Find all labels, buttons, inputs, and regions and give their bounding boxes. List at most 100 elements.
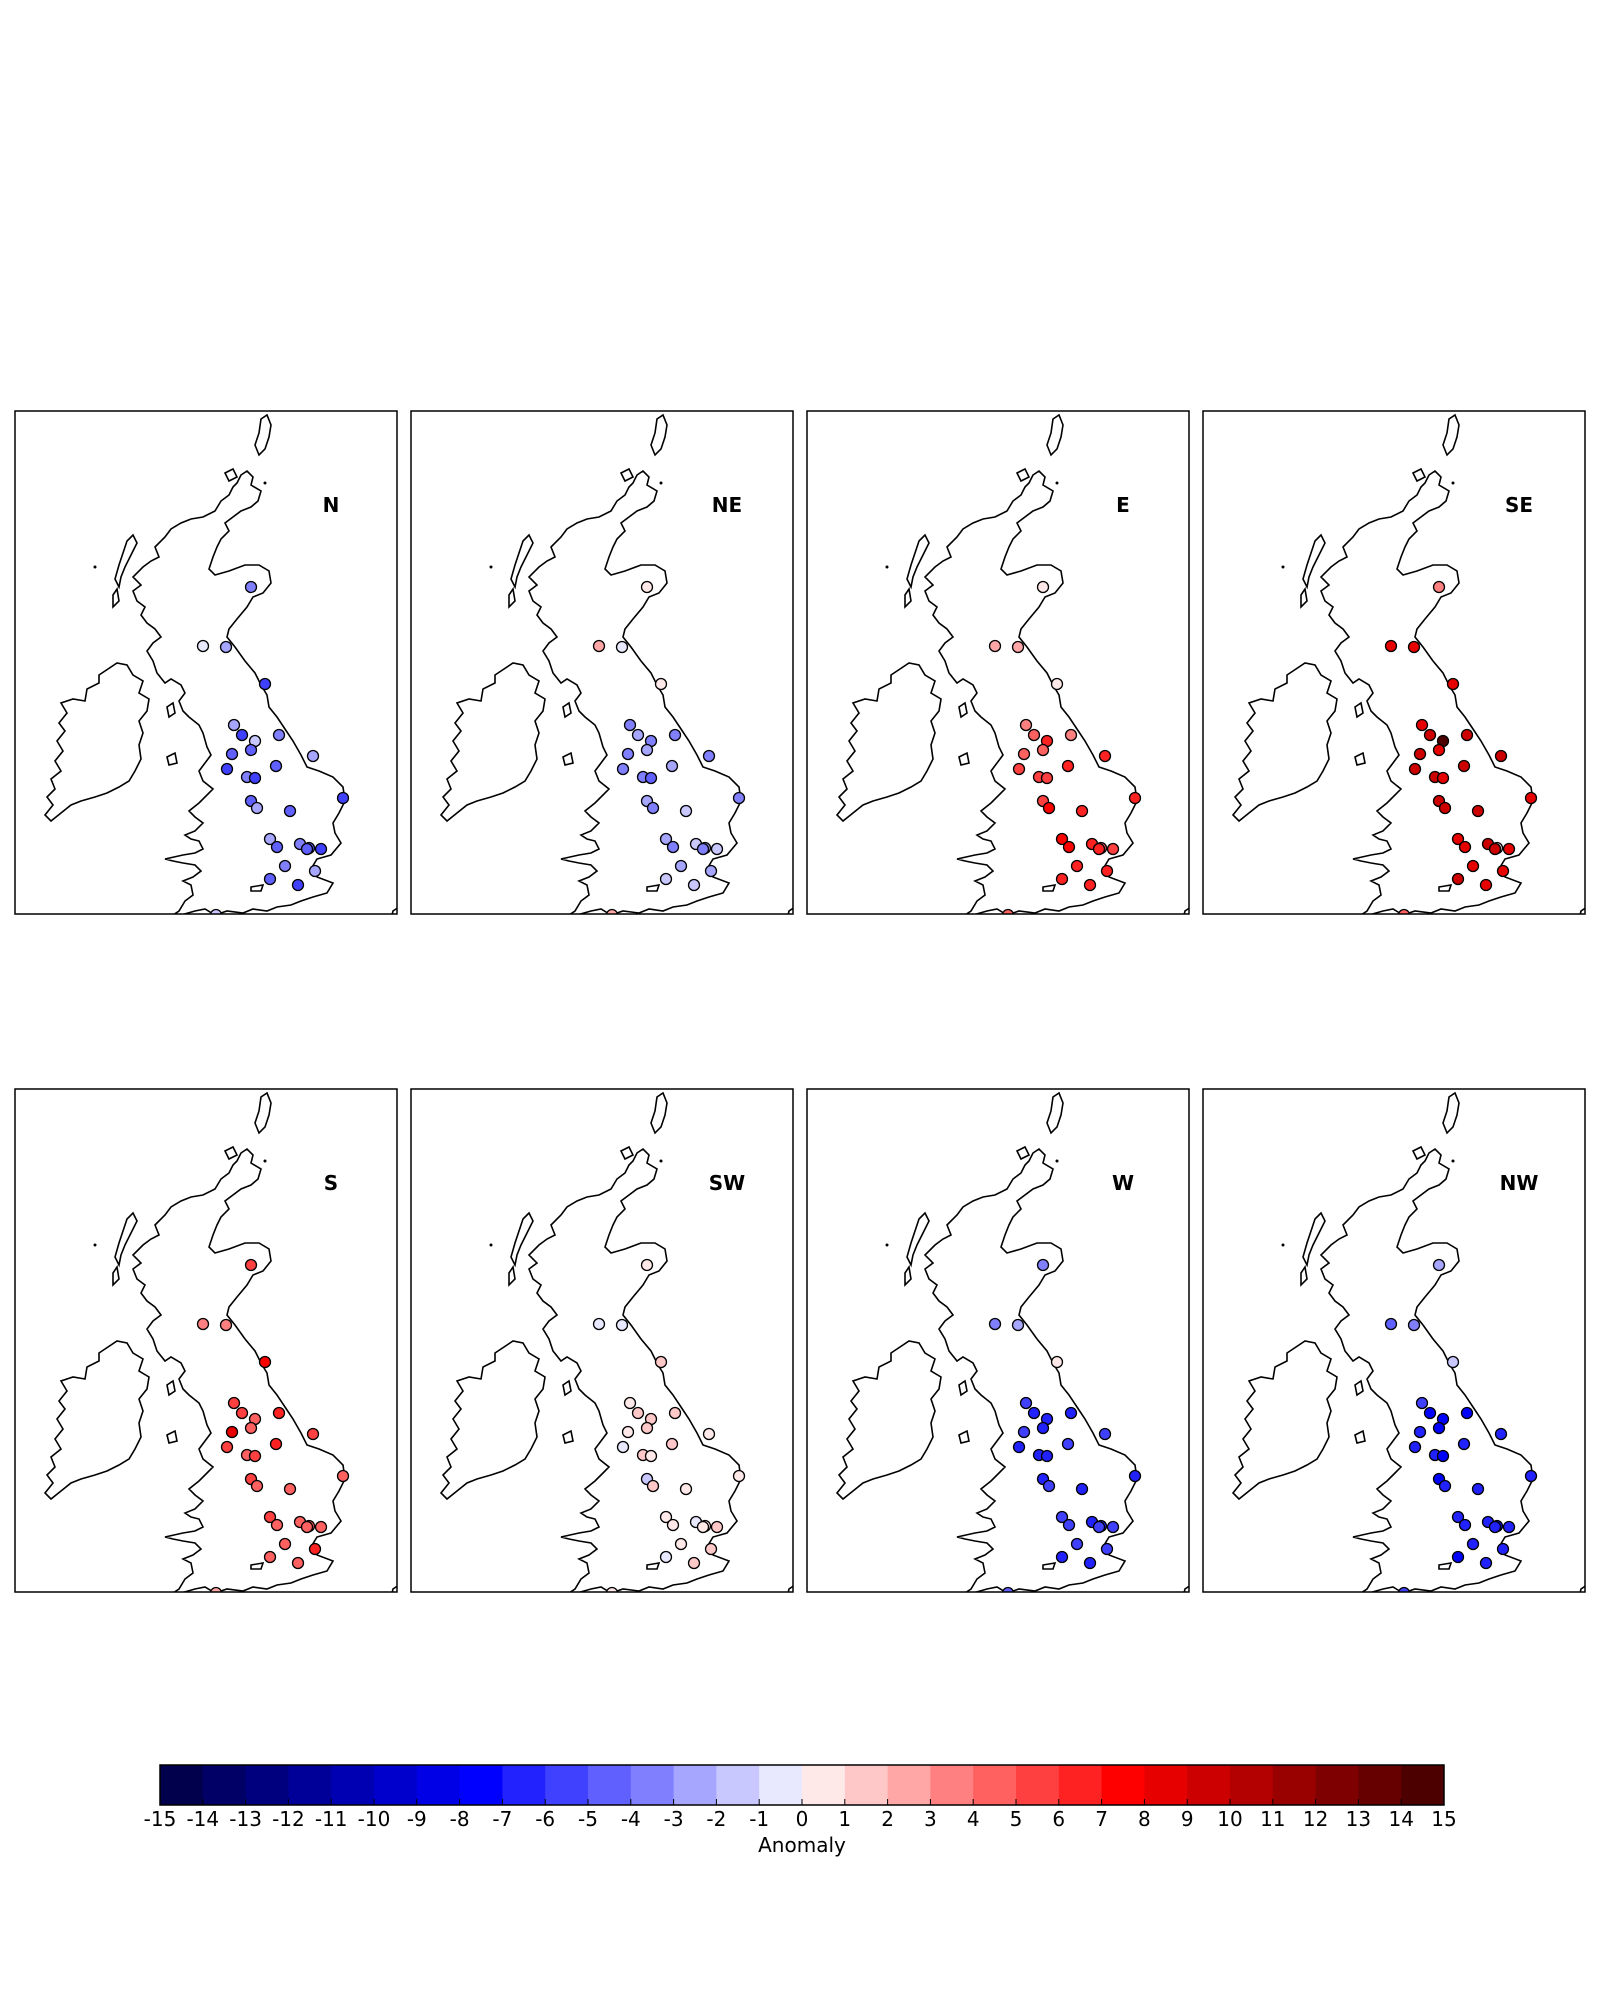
colorbar-tick-label: -5 [578,1807,598,1831]
station-marker [623,1396,637,1410]
colorbar-cell [374,1765,418,1805]
colorbar-cell [973,1765,1017,1805]
station-marker [696,1520,710,1534]
station-marker [270,1518,284,1532]
station-marker [1479,1556,1493,1570]
station-marker [640,580,654,594]
station-marker [1055,1510,1069,1524]
map-panel-s: S [14,1088,398,1593]
station-marker [306,749,320,763]
colorbar-cell [1187,1765,1231,1805]
station-marker [1011,1318,1025,1332]
station-marker [1092,842,1106,856]
station-marker [674,859,688,873]
station-marker [225,1425,239,1439]
station-marker [732,1469,746,1483]
map-panel-nw: NW [1202,1088,1586,1593]
colorbar-tick-label: 1 [838,1807,851,1831]
station-marker [196,1317,210,1331]
station-marker [1055,1550,1069,1564]
station-marker [702,1427,716,1441]
station-marker [679,1482,693,1496]
colorbar-tick-label: 9 [1181,1807,1194,1831]
station-marker [227,718,241,732]
station-marker [1040,1449,1054,1463]
station-marker [314,842,328,856]
station-marker [1524,791,1538,805]
station-marker [640,1258,654,1272]
station-marker [1384,1317,1398,1331]
station-marker [1415,1396,1429,1410]
station-marker [250,1479,264,1493]
station-marker [1036,1421,1050,1435]
colorbar-tick-label: 12 [1303,1807,1328,1831]
station-marker [1012,762,1026,776]
station-marker [1027,1406,1041,1420]
station-marker [1524,1469,1538,1483]
station-marker [1494,1427,1508,1441]
station-marker [640,743,654,757]
colorbar-tick-label: -10 [358,1807,391,1831]
panel-frame [806,410,1190,915]
station-marker [291,1556,305,1570]
station-marker [1075,804,1089,818]
station-marker [336,791,350,805]
station-marker [1083,878,1097,892]
station-marker [1070,859,1084,873]
colorbar-tick-label: -1 [749,1807,769,1831]
station-marker [1011,640,1025,654]
station-marker [1019,1396,1033,1410]
station-marker [704,864,718,878]
station-marker [1415,718,1429,732]
station-marker [1092,1520,1106,1534]
station-marker [1050,1355,1064,1369]
map-panel-e: E [806,410,1190,915]
panel-label: S [324,1171,338,1195]
station-marker [646,1479,660,1493]
station-marker [1471,1482,1485,1496]
colorbar-tick-label: -4 [621,1807,641,1831]
colorbar-tick-label: 7 [1095,1807,1108,1831]
colorbar-cell [545,1765,589,1805]
colorbar-cells [160,1765,1445,1805]
station-marker [250,801,264,815]
station-marker [988,639,1002,653]
station-marker [314,1520,328,1534]
station-marker [220,1440,234,1454]
station-marker [1438,1479,1452,1493]
station-marker [300,842,314,856]
station-marker [1050,677,1064,691]
colorbar-cell [716,1765,760,1805]
colorbar-tick-label: 2 [881,1807,894,1831]
station-marker [644,771,658,785]
station-marker [1027,728,1041,742]
station-marker [308,1542,322,1556]
map-panel-w: W [806,1088,1190,1593]
colorbar-cell [1016,1765,1060,1805]
station-marker [1106,1520,1120,1534]
station-marker [1457,1437,1471,1451]
station-marker [278,859,292,873]
station-marker [272,728,286,742]
station-marker [336,1469,350,1483]
station-marker [291,878,305,892]
coastline [44,1092,397,1592]
panel-frame [14,410,398,915]
colorbar-tick-label: 3 [924,1807,937,1831]
panel-frame [410,410,794,915]
station-marker [283,1482,297,1496]
station-marker [269,1437,283,1451]
station-marker [1466,859,1480,873]
panel-frame [1202,1088,1586,1593]
colorbar-cell [673,1765,717,1805]
coastline [1232,414,1585,914]
station-marker [616,1440,630,1454]
station-marker [1100,864,1114,878]
station-marker [1458,840,1472,854]
station-marker [1446,677,1460,691]
station-marker [209,908,223,914]
colorbar-cell [416,1765,461,1805]
colorbar-cell [588,1765,632,1805]
panel-frame [1202,410,1586,915]
station-marker [219,640,233,654]
